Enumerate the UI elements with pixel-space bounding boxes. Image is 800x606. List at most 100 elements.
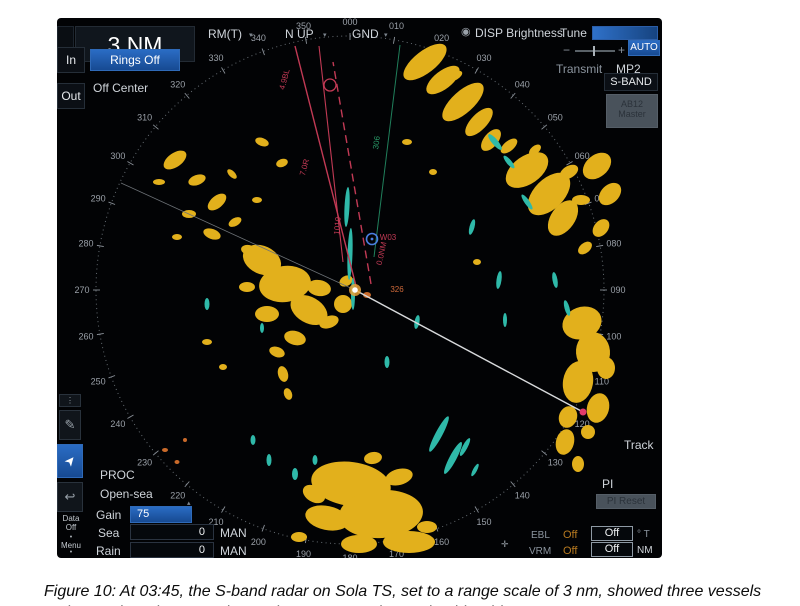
- svg-text:4.9BL: 4.9BL: [278, 68, 292, 91]
- svg-text:330: 330: [208, 53, 223, 63]
- svg-text:040: 040: [515, 80, 530, 90]
- gain-caret-icon[interactable]: ▴: [187, 500, 191, 507]
- svg-text:210: 210: [208, 517, 223, 527]
- svg-text:000: 000: [342, 18, 357, 27]
- sea-mode[interactable]: MAN: [220, 526, 247, 540]
- brightness-knob-icon[interactable]: ◉: [461, 26, 471, 38]
- svg-text:030: 030: [476, 53, 491, 63]
- track-label[interactable]: Track: [624, 438, 654, 452]
- vrm-state[interactable]: Off: [563, 545, 578, 557]
- rain-mode[interactable]: MAN: [220, 544, 247, 558]
- svg-text:010: 010: [389, 21, 404, 31]
- pi-label: PI: [602, 477, 614, 491]
- undo-tool-icon[interactable]: ↩: [57, 482, 83, 512]
- interswitch-unit-label: MP2: [616, 62, 641, 76]
- cursor-position-icon: ✛: [501, 539, 509, 549]
- orientation-caret-icon: ▾: [323, 32, 327, 39]
- svg-text:0.0NM: 0.0NM: [375, 241, 389, 266]
- sea-label: Sea: [98, 526, 120, 540]
- vrm-value-box[interactable]: Off: [591, 542, 633, 557]
- ebl-unit: ° T: [637, 529, 650, 540]
- menu-bullet-bottom-icon: •: [69, 549, 73, 556]
- orientation-button[interactable]: N UP: [285, 27, 314, 41]
- svg-text:020: 020: [434, 33, 449, 43]
- radar-ppi-display[interactable]: 0000100200300400500600700800901001101201…: [57, 18, 662, 558]
- svg-text:150: 150: [476, 517, 491, 527]
- motion-caret-icon: ▾: [249, 32, 253, 39]
- radar-screenshot: 0000100200300400500600700800901001101201…: [57, 18, 662, 558]
- svg-text:120: 120: [575, 419, 590, 429]
- stabilization-caret-icon: ▾: [384, 32, 388, 39]
- svg-text:250: 250: [91, 377, 106, 387]
- master-button[interactable]: AB12 Master: [606, 94, 658, 128]
- ebl-state[interactable]: Off: [563, 529, 578, 541]
- ebl-value-box[interactable]: Off: [591, 526, 633, 541]
- range-in-button[interactable]: In: [57, 47, 85, 73]
- svg-text:050: 050: [548, 113, 563, 123]
- rings-off-button[interactable]: Rings Off: [90, 49, 180, 71]
- svg-text:090: 090: [610, 285, 625, 295]
- tune-label: Tune: [560, 26, 587, 40]
- svg-text:080: 080: [606, 238, 621, 248]
- band-indicator: S-BAND: [604, 73, 658, 91]
- tune-slider-handle[interactable]: [593, 46, 595, 56]
- svg-text:220: 220: [170, 490, 185, 500]
- vrm-unit: NM: [637, 545, 653, 556]
- svg-text:230: 230: [137, 457, 152, 467]
- vrm-label[interactable]: VRM: [529, 546, 552, 557]
- more-tools-icon[interactable]: ⋮: [59, 394, 81, 407]
- svg-text:W03: W03: [380, 233, 397, 242]
- motion-mode-button[interactable]: RM(T): [208, 27, 242, 41]
- rain-label: Rain: [96, 544, 121, 558]
- tune-auto-button[interactable]: AUTO: [628, 40, 660, 56]
- svg-text:1010: 1010: [332, 216, 343, 235]
- svg-text:310: 310: [137, 113, 152, 123]
- svg-text:270: 270: [74, 285, 89, 295]
- svg-text:180: 180: [342, 553, 357, 558]
- svg-text:340: 340: [251, 33, 266, 43]
- tune-slider-track[interactable]: [575, 50, 615, 52]
- svg-text:300: 300: [110, 151, 125, 161]
- svg-text:7.0R: 7.0R: [298, 158, 311, 177]
- sea-value-box[interactable]: 0: [130, 524, 214, 540]
- proc-title: PROC: [100, 468, 135, 482]
- data-off-line1: Data: [62, 514, 80, 523]
- svg-text:350: 350: [296, 21, 311, 31]
- data-off-line2: Off: [65, 522, 77, 532]
- svg-text:320: 320: [170, 80, 185, 90]
- svg-text:326: 326: [390, 285, 404, 294]
- ebl-label[interactable]: EBL: [531, 530, 550, 541]
- svg-text:100: 100: [606, 332, 621, 342]
- svg-text:240: 240: [110, 419, 125, 429]
- transmit-label[interactable]: Transmit: [556, 62, 603, 76]
- svg-text:260: 260: [79, 332, 94, 342]
- svg-text:130: 130: [548, 457, 563, 467]
- cursor-icon: ➤: [60, 451, 79, 470]
- gain-value-box[interactable]: 75: [130, 506, 192, 523]
- svg-text:290: 290: [91, 193, 106, 203]
- proc-mode[interactable]: Open-sea: [100, 487, 153, 501]
- tune-plus-button[interactable]: +: [618, 43, 626, 57]
- data-off-button[interactable]: Data Off: [58, 514, 84, 533]
- range-out-button[interactable]: Out: [57, 83, 85, 109]
- svg-text:190: 190: [296, 549, 311, 558]
- rain-value-box[interactable]: 0: [130, 542, 214, 558]
- tune-level-bar: [592, 26, 658, 40]
- off-center-button[interactable]: Off Center: [93, 81, 149, 95]
- figure-caption: Figure 10: At 03:45, the S-band radar on…: [44, 583, 762, 606]
- disp-brightness-label: DISP Brightness: [475, 26, 563, 40]
- tune-minus-button[interactable]: −: [563, 43, 571, 57]
- gain-label: Gain: [96, 508, 122, 522]
- svg-text:060: 060: [575, 151, 590, 161]
- master-button-line1: AB12: [620, 99, 644, 109]
- svg-text:280: 280: [79, 238, 94, 248]
- svg-text:170: 170: [389, 549, 404, 558]
- menu-button[interactable]: Menu: [60, 541, 81, 550]
- cursor-tool-button[interactable]: ➤: [57, 444, 83, 478]
- pi-reset-button[interactable]: PI Reset: [596, 494, 656, 509]
- pencil-tool-icon[interactable]: ✎: [59, 410, 81, 440]
- svg-text:306: 306: [371, 135, 382, 150]
- svg-text:140: 140: [515, 490, 530, 500]
- stabilization-button[interactable]: GND: [352, 27, 379, 41]
